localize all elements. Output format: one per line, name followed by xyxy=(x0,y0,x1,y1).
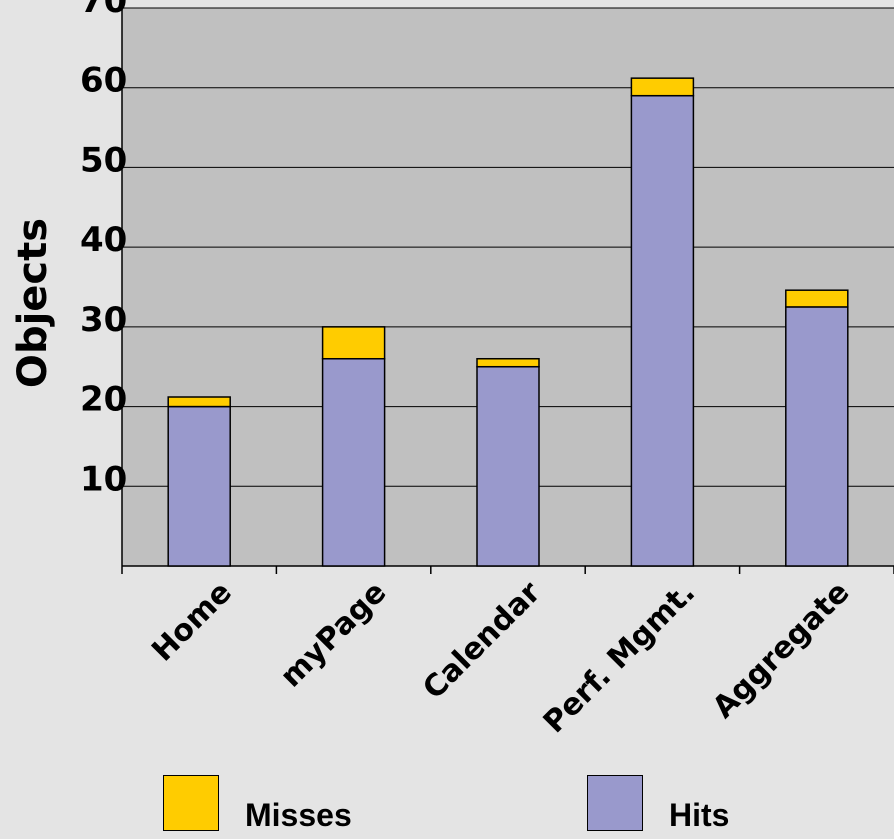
legend-label-hits: Hits xyxy=(669,796,730,833)
legend-misses: Misses xyxy=(163,773,352,833)
bar-hits xyxy=(167,405,231,567)
legend-swatch-hits xyxy=(587,775,643,831)
bar-misses xyxy=(785,289,849,308)
legend-hits: Hits xyxy=(587,773,729,833)
y-tick-label: 50 xyxy=(80,140,127,180)
bar-misses xyxy=(630,77,695,97)
bar-hits xyxy=(476,365,540,567)
bar-misses xyxy=(476,357,540,368)
y-tick-label: 30 xyxy=(80,300,127,340)
legend-label-misses: Misses xyxy=(245,796,352,833)
y-tick-label: 70 xyxy=(80,0,127,21)
bar-hits xyxy=(630,94,695,567)
bar-hits xyxy=(321,357,386,567)
x-tick-label: Home xyxy=(145,575,239,669)
legend-swatch-misses xyxy=(163,775,219,831)
bar-hits xyxy=(785,306,849,567)
y-tick-label: 60 xyxy=(80,61,127,101)
x-tick-label: Perf. Mgmt. xyxy=(537,575,702,740)
y-tick-label: 20 xyxy=(80,380,127,420)
bar-misses xyxy=(167,396,231,408)
x-tick-label: Aggregate xyxy=(706,575,856,725)
x-tick-label: myPage xyxy=(274,575,394,695)
y-tick-label: 40 xyxy=(80,220,127,260)
bar-misses xyxy=(321,326,386,360)
y-axis-title: Objects xyxy=(10,218,56,388)
y-tick-label: 10 xyxy=(80,459,127,499)
x-tick-label: Calendar xyxy=(416,575,547,706)
